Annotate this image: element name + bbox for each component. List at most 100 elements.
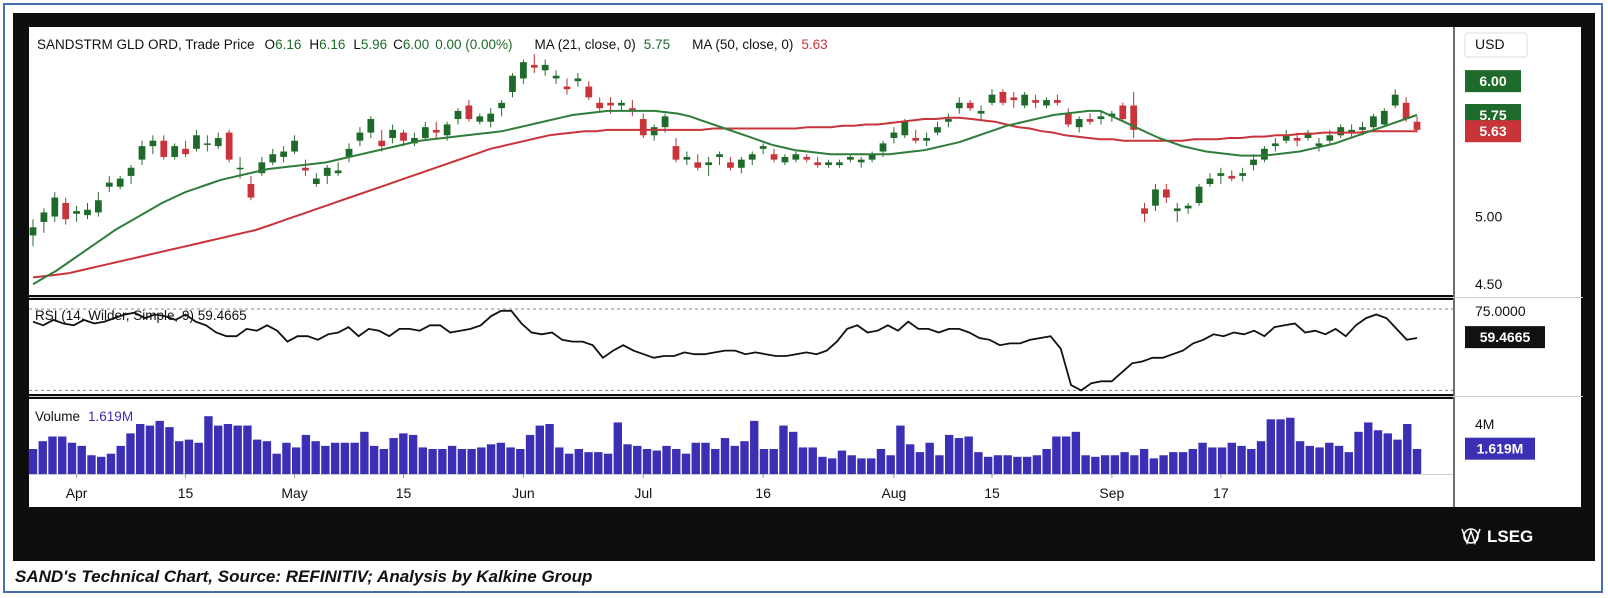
- candle-body: [1304, 132, 1312, 138]
- candle-body: [857, 159, 865, 163]
- candle-body: [411, 137, 418, 144]
- volume-bar: [1354, 431, 1363, 474]
- candle-body: [1162, 189, 1170, 198]
- volume-bar: [867, 458, 876, 474]
- candle-body: [73, 211, 80, 214]
- time-tick-label: 15: [396, 485, 412, 501]
- candle-body: [846, 156, 854, 160]
- volume-bar: [720, 438, 730, 474]
- currency-box: [1464, 32, 1528, 58]
- candle-body: [116, 178, 124, 187]
- candle-body: [563, 86, 571, 90]
- volume-bar: [584, 452, 593, 474]
- lseg-logo-mark: [1461, 528, 1481, 546]
- candle-body: [1348, 129, 1355, 133]
- candle-body: [149, 140, 157, 147]
- volume-bar: [379, 449, 389, 474]
- candle-body: [280, 151, 288, 157]
- candle-body: [443, 124, 451, 136]
- volume-bar: [1052, 436, 1061, 474]
- volume-bar: [1325, 442, 1334, 474]
- candle-body: [999, 91, 1007, 103]
- candle-body: [1206, 178, 1214, 185]
- rsi-badge: [1465, 326, 1545, 349]
- candle-body: [1402, 102, 1410, 120]
- volume-bar: [574, 449, 583, 474]
- volume-bar: [204, 416, 213, 474]
- rsi-tick-label: 75.0000: [1475, 303, 1526, 319]
- volume-bar: [126, 433, 135, 474]
- candle-body: [1097, 116, 1105, 120]
- candle-body: [62, 202, 70, 220]
- volume-bar: [486, 444, 496, 474]
- volume-bar: [925, 442, 934, 474]
- volume-bar: [983, 456, 993, 474]
- candle-body: [1326, 135, 1334, 141]
- volume-bar: [291, 447, 301, 474]
- volume-bar: [1256, 441, 1266, 474]
- candle-body: [105, 182, 113, 187]
- volume-legend-value: 1.619M: [88, 409, 133, 424]
- volume-bar: [847, 455, 856, 474]
- volume-bar: [798, 447, 808, 474]
- volume-bar: [145, 425, 155, 474]
- volume-bar: [1032, 455, 1042, 474]
- candle-body: [934, 127, 941, 133]
- volume-bar: [1344, 452, 1353, 474]
- volume-bar: [1305, 445, 1314, 474]
- candle-body: [345, 148, 353, 157]
- volume-bar: [642, 449, 652, 474]
- volume-bar: [1159, 455, 1168, 474]
- candle-body: [825, 162, 832, 166]
- candle-body: [639, 119, 647, 136]
- header-high-value: 6.16: [319, 37, 345, 52]
- volume-bar: [769, 449, 778, 474]
- volume-bar: [1276, 419, 1285, 474]
- candle-body: [1108, 113, 1116, 117]
- volume-bar: [964, 436, 973, 474]
- candle-body: [1391, 94, 1399, 106]
- candle-body: [737, 159, 745, 168]
- volume-tick-label: 4M: [1475, 416, 1494, 432]
- volume-bar: [165, 427, 174, 474]
- candle-body: [759, 146, 767, 149]
- volume-bar: [652, 450, 661, 474]
- candle-body: [1010, 97, 1018, 101]
- price-badge-label: 5.63: [1479, 123, 1506, 139]
- candle-body: [672, 146, 680, 160]
- volume-bar: [1081, 455, 1090, 474]
- volume-bar: [28, 449, 38, 474]
- volume-bar: [564, 453, 574, 474]
- volume-bar: [438, 449, 447, 474]
- volume-badge-label: 1.619M: [1477, 441, 1524, 457]
- candle-body: [1261, 148, 1268, 160]
- candle-body: [683, 156, 691, 160]
- volume-bar: [1091, 456, 1100, 474]
- volume-bar: [252, 439, 262, 474]
- header-ma50-value: 5.63: [801, 37, 827, 52]
- volume-bar: [272, 453, 281, 474]
- candle-body: [1032, 100, 1039, 103]
- candle-body: [541, 64, 549, 71]
- header-ma21-label: MA (21, close, 0): [535, 37, 636, 52]
- rsi-panel: [29, 300, 1453, 394]
- candle-body: [1064, 113, 1072, 125]
- candle-body: [400, 132, 407, 141]
- volume-bar: [213, 425, 223, 474]
- candle-body: [1370, 116, 1377, 128]
- header-instrument: SANDSTRM GLD ORD, Trade Price: [37, 37, 255, 52]
- candle-body: [378, 140, 386, 147]
- candle-body: [650, 127, 658, 136]
- volume-bar: [944, 434, 954, 474]
- volume-bar: [467, 449, 476, 474]
- volume-bar: [1071, 431, 1081, 474]
- volume-bar: [974, 452, 983, 474]
- volume-bar: [1042, 449, 1051, 474]
- volume-bar: [77, 445, 86, 474]
- volume-bar: [87, 455, 96, 474]
- volume-bar: [837, 450, 847, 474]
- volume-bar: [184, 439, 194, 474]
- price-badge: [1465, 70, 1521, 93]
- volume-bar: [857, 458, 866, 474]
- volume-bar: [1237, 445, 1246, 474]
